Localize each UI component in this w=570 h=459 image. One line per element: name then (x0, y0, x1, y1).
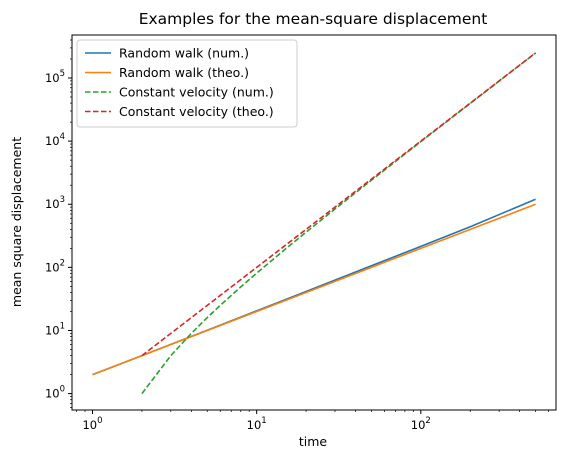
y-tick-label: 104 (45, 132, 65, 148)
series-line-4 (141, 52, 537, 357)
x-tick-label: 102 (411, 416, 431, 432)
y-tick-label: 103 (45, 195, 65, 211)
x-axis-label: time (299, 434, 328, 449)
y-tick-label: 101 (45, 321, 65, 337)
legend-label: Constant velocity (theo.) (119, 104, 274, 119)
series-line-3 (141, 52, 537, 395)
series-line-2 (92, 203, 536, 376)
x-tick-label: 101 (247, 416, 267, 432)
legend: Random walk (num.) Random walk (theo.) Con… (76, 39, 298, 128)
legend-label: Random walk (num.) (119, 46, 249, 61)
plot-frame (71, 34, 557, 411)
plot-area (92, 52, 537, 395)
axis-ticks: 100 101 102 100 101 102 103 104 105 (45, 39, 549, 432)
legend-label: Random walk (theo.) (119, 65, 249, 80)
chart-title: Examples for the mean-square displacemen… (139, 10, 488, 28)
x-tick-label: 100 (82, 416, 102, 432)
y-tick-label: 100 (45, 385, 65, 401)
y-tick-label: 102 (45, 258, 65, 274)
legend-box (76, 39, 298, 128)
legend-label: Constant velocity (num.) (119, 85, 274, 100)
y-tick-label: 105 (45, 69, 65, 85)
y-axis-label: mean square displacement (9, 137, 24, 307)
